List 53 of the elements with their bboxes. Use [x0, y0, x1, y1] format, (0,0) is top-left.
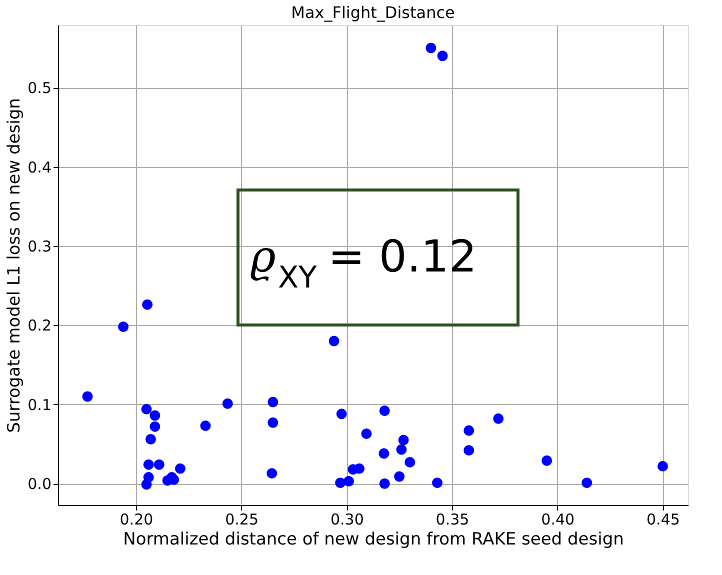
- point: [200, 420, 211, 432]
- point: [174, 463, 186, 474]
- point: [150, 410, 160, 421]
- point: [493, 413, 504, 424]
- point: [336, 408, 347, 420]
- point: [268, 396, 278, 408]
- point: [437, 50, 448, 62]
- point: [145, 434, 156, 444]
- point: [82, 391, 93, 402]
- point: [542, 455, 552, 466]
- point: [464, 425, 474, 436]
- point: [361, 428, 372, 439]
- point: [141, 404, 152, 414]
- x-axis-title: Normalized distance of new design from RAKE seed design: [123, 530, 624, 550]
- x-tick-label: 0.40: [541, 510, 575, 528]
- point: [379, 478, 390, 489]
- y-tick-label: 0.2: [28, 316, 52, 335]
- point: [396, 444, 407, 455]
- point: [150, 421, 160, 432]
- point: [464, 445, 474, 456]
- point: [394, 471, 405, 482]
- y-axis-title: Surrogate model L1 loss on new design: [4, 98, 25, 433]
- point: [141, 479, 152, 490]
- x-tick-label: 0.45: [646, 510, 680, 528]
- point: [379, 406, 390, 416]
- y-tick-label: 0.3: [28, 237, 52, 256]
- point: [657, 460, 668, 472]
- y-tick-label: 0.4: [28, 158, 52, 176]
- chart-title: Max_Flight_Distance: [291, 3, 455, 22]
- point: [266, 468, 278, 479]
- point: [398, 434, 409, 446]
- point: [142, 299, 153, 310]
- x-tick-label: 0.25: [225, 510, 259, 528]
- point: [432, 478, 443, 488]
- x-tick-label: 0.20: [120, 510, 154, 528]
- y-tick-label: 0.0: [28, 475, 52, 494]
- point: [426, 42, 436, 54]
- point: [335, 478, 346, 488]
- point: [143, 459, 154, 470]
- point: [118, 322, 129, 332]
- x-tick-label: 0.30: [330, 510, 364, 528]
- point: [222, 398, 233, 409]
- point: [582, 478, 592, 488]
- point: [354, 463, 365, 474]
- point: [344, 476, 354, 486]
- y-tick-label: 0.5: [28, 79, 52, 98]
- point: [268, 417, 278, 428]
- point: [328, 336, 340, 346]
- point: [404, 456, 416, 468]
- x-tick-label: 0.35: [436, 510, 470, 528]
- point: [378, 448, 390, 459]
- point: [154, 459, 164, 470]
- y-tick-label: 0.1: [28, 396, 52, 414]
